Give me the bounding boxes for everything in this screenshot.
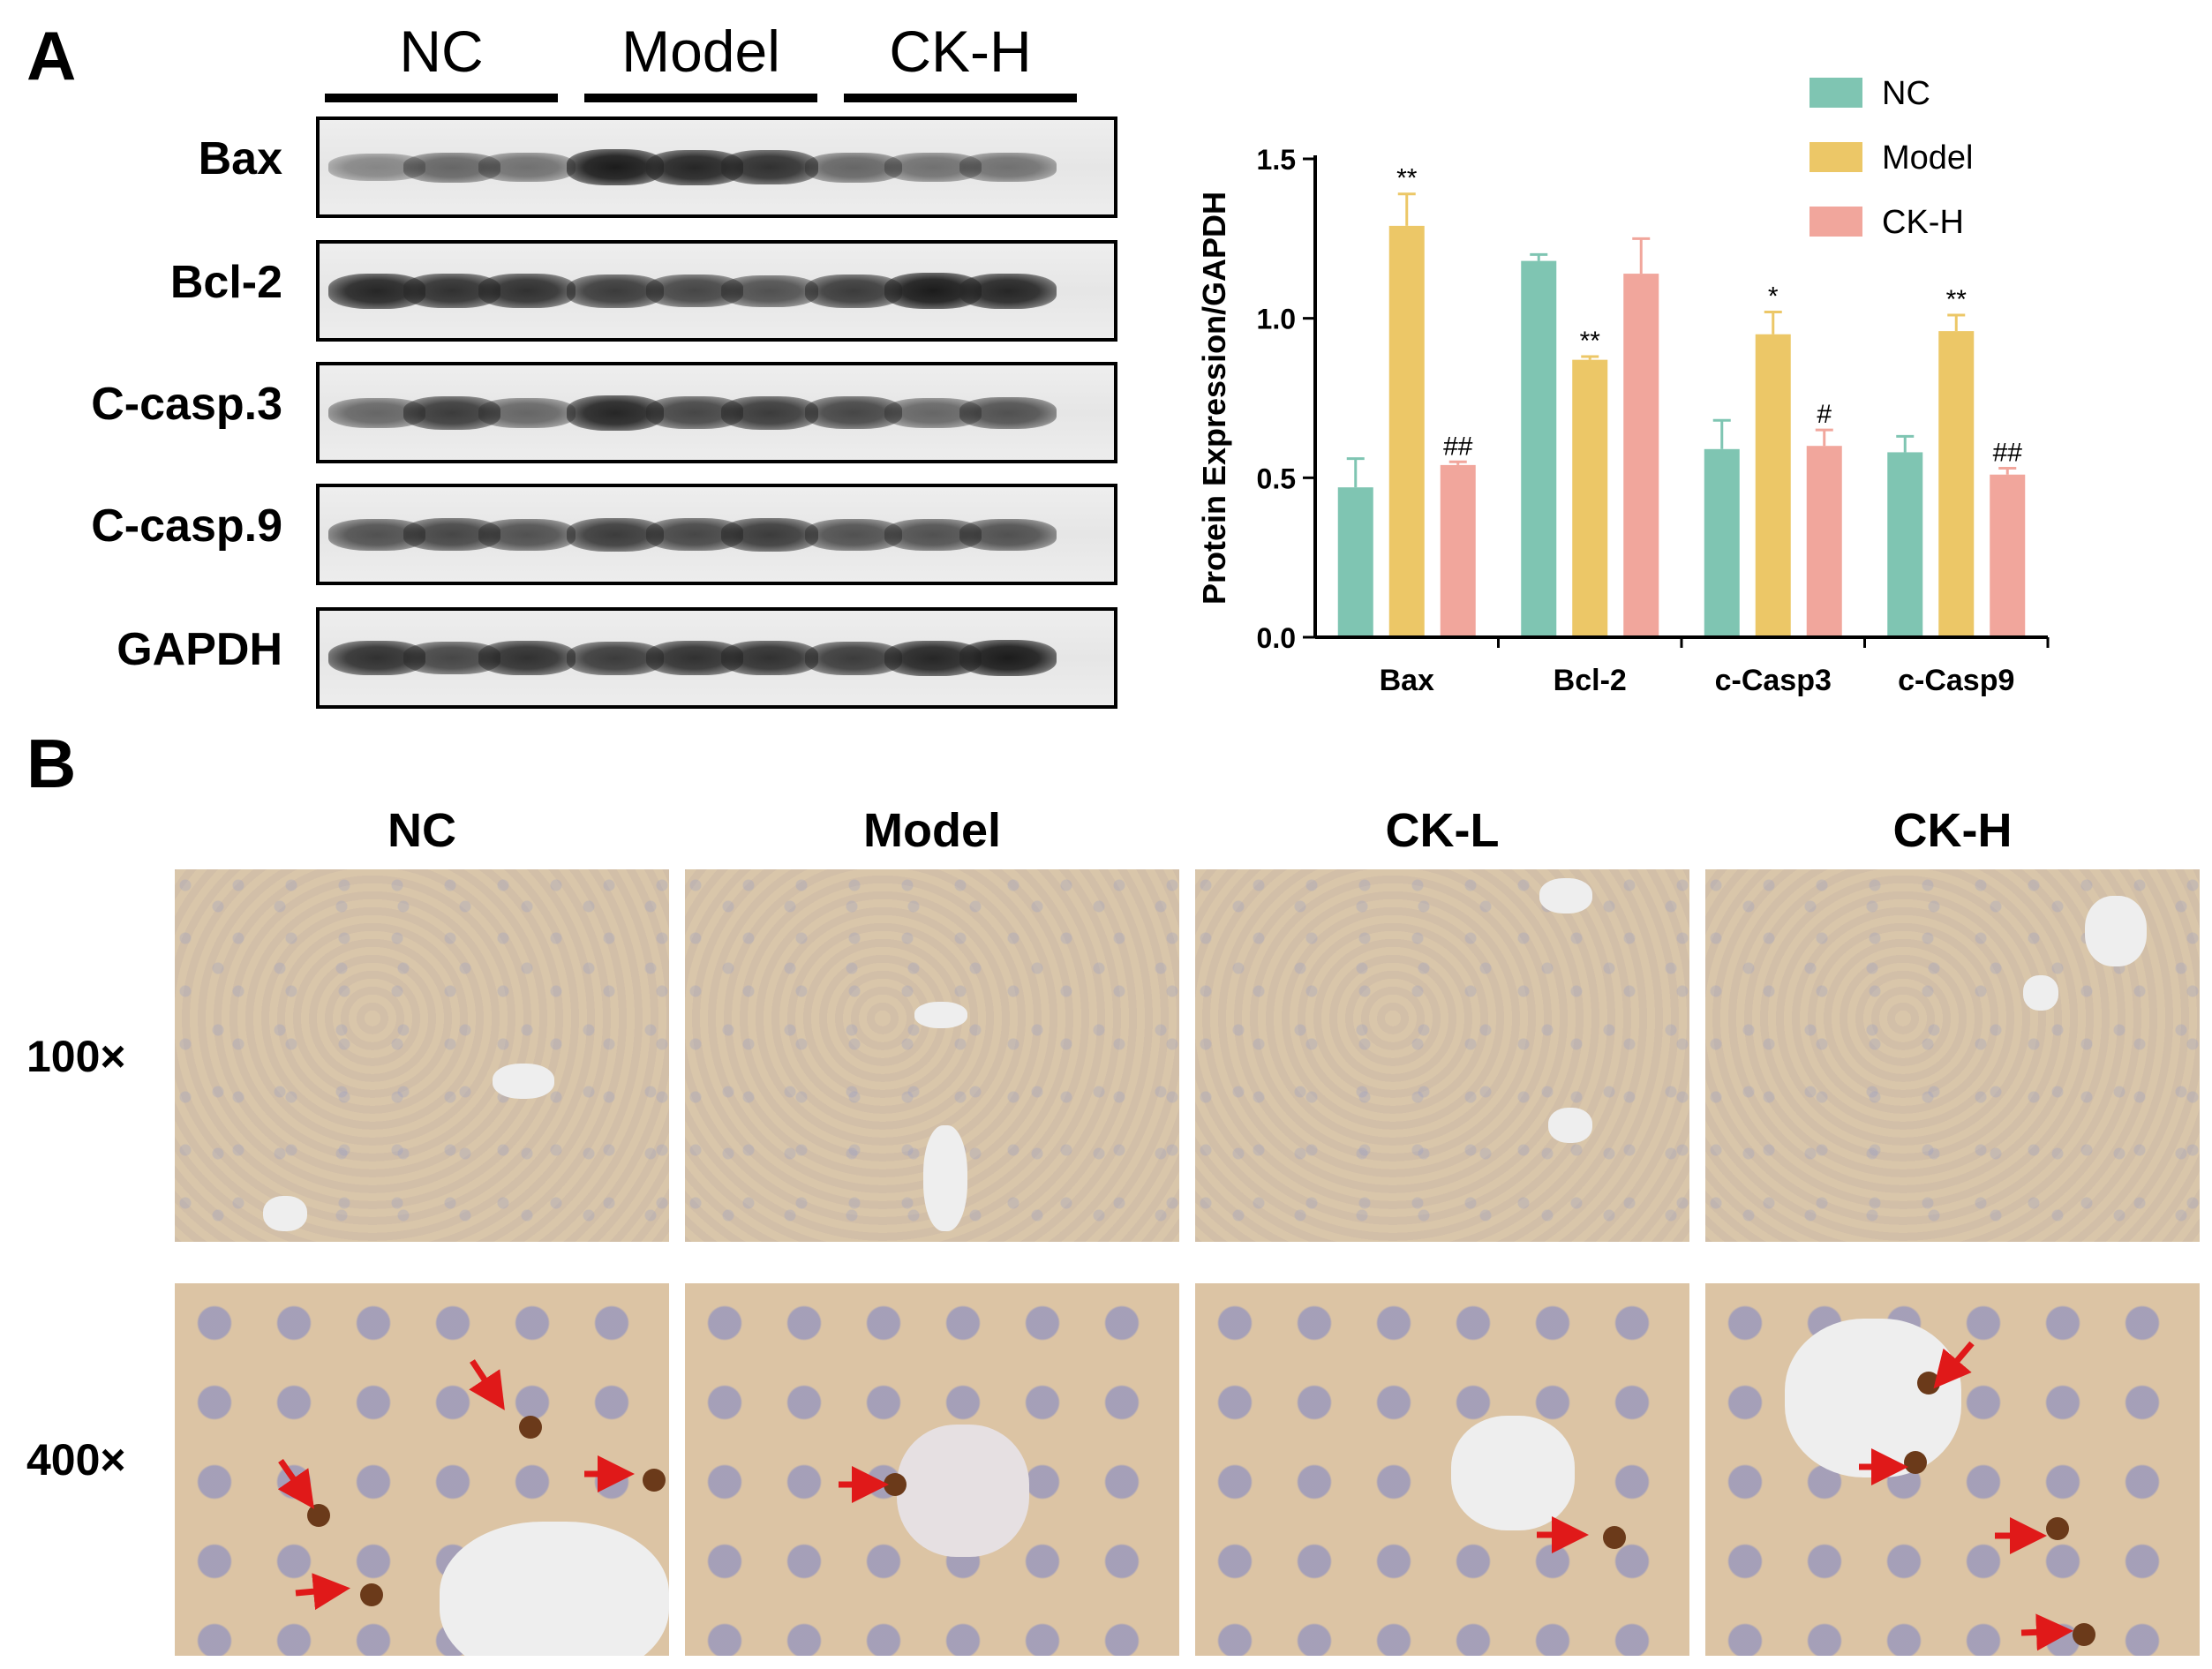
legend-swatch bbox=[1809, 142, 1862, 172]
micro-column-ckl: CK-L bbox=[1385, 804, 1500, 857]
micrograph-ckl-100x bbox=[1195, 869, 1689, 1242]
bar-model-c-casp3 bbox=[1755, 334, 1791, 637]
red-arrow-icon bbox=[295, 1573, 350, 1611]
y-tick-label: 0.0 bbox=[1257, 622, 1296, 654]
bar-model-bcl-2 bbox=[1572, 359, 1608, 637]
micro-column-nc: NC bbox=[387, 804, 456, 857]
blot-row-label-c-casp-3: C-casp.3 bbox=[91, 379, 282, 430]
blot-group-label-model: Model bbox=[621, 19, 780, 84]
x-tick-label: Bax bbox=[1380, 664, 1434, 697]
x-tick-label: Bcl-2 bbox=[1554, 664, 1627, 697]
blot-row-label-c-casp-9: C-casp.9 bbox=[91, 500, 282, 552]
micro-column-model: Model bbox=[863, 804, 1001, 857]
panel-a-letter: A bbox=[26, 17, 77, 94]
blot-row-label-bax: Bax bbox=[198, 133, 282, 184]
blot-image-gapdh bbox=[316, 607, 1117, 709]
bar-ck-h-c-casp9 bbox=[1990, 474, 2026, 637]
x-tick-label: c-Casp3 bbox=[1715, 664, 1832, 697]
bar-nc-bax bbox=[1337, 487, 1373, 637]
protein-expression-chart: **##***#**## Bax Bcl-2 c-Casp3 c-Casp90.00.… bbox=[1196, 75, 2050, 697]
y-axis-label: Protein Expression/GAPDH bbox=[1196, 192, 1232, 605]
magnification-100x: 100× bbox=[26, 1032, 126, 1081]
bar-model-c-casp9 bbox=[1938, 331, 1975, 637]
bar-nc-c-casp3 bbox=[1704, 448, 1740, 637]
legend-label: Model bbox=[1882, 139, 1974, 177]
magnification-400x: 400× bbox=[26, 1435, 126, 1485]
red-arrow-icon bbox=[277, 1459, 314, 1509]
micrograph-model-100x bbox=[685, 869, 1179, 1242]
micrograph-nc-100x bbox=[175, 869, 669, 1242]
legend-swatch bbox=[1809, 78, 1862, 108]
group-underline-nc bbox=[325, 94, 558, 102]
bar-ck-h-c-casp3 bbox=[1806, 446, 1842, 637]
blot-image-bax bbox=[316, 117, 1117, 218]
significance-label: ** bbox=[1946, 285, 1967, 314]
significance-label: # bbox=[1817, 400, 1832, 429]
blot-row-label-gapdh: GAPDH bbox=[117, 624, 282, 675]
legend-label: NC bbox=[1882, 75, 1930, 112]
x-tick-label: c-Casp9 bbox=[1898, 664, 2014, 697]
group-underline-ckh bbox=[844, 94, 1077, 102]
y-tick-label: 1.0 bbox=[1257, 304, 1296, 335]
bar-ck-h-bcl-2 bbox=[1623, 274, 1659, 637]
bar-model-bax bbox=[1388, 225, 1425, 637]
legend-label: CK-H bbox=[1882, 204, 1964, 241]
micrograph-ckh-100x bbox=[1705, 869, 2200, 1242]
red-arrow-icon bbox=[469, 1359, 505, 1410]
blot-group-label-nc: NC bbox=[399, 19, 484, 84]
micrograph-nc-400x bbox=[175, 1283, 669, 1656]
red-arrow-icon bbox=[1933, 1341, 1975, 1389]
micrograph-ckl-400x bbox=[1195, 1283, 1689, 1656]
significance-label: * bbox=[1768, 282, 1779, 311]
significance-label: ** bbox=[1396, 164, 1418, 193]
blot-row-label-bcl-2: Bcl-2 bbox=[169, 257, 282, 308]
blot-image-bcl-2 bbox=[316, 240, 1117, 342]
y-tick-label: 1.5 bbox=[1257, 144, 1296, 176]
legend-swatch bbox=[1809, 207, 1862, 237]
blot-group-label-ckh: CK-H bbox=[889, 19, 1032, 84]
panel-b-letter: B bbox=[26, 725, 77, 802]
significance-label: ** bbox=[1580, 327, 1601, 356]
micro-column-ckh: CK-H bbox=[1892, 804, 2013, 857]
blot-image-c-casp-9 bbox=[316, 484, 1117, 585]
micrograph-ckh-400x bbox=[1705, 1283, 2200, 1656]
bar-nc-c-casp9 bbox=[1887, 452, 1923, 637]
micrograph-model-400x bbox=[685, 1283, 1179, 1656]
significance-label: ## bbox=[1443, 432, 1473, 461]
significance-label: ## bbox=[1993, 438, 2023, 467]
bar-ck-h-bax bbox=[1440, 464, 1476, 637]
group-underline-model bbox=[584, 94, 817, 102]
blot-image-c-casp-3 bbox=[316, 362, 1117, 463]
bar-nc-bcl-2 bbox=[1521, 260, 1557, 637]
y-tick-label: 0.5 bbox=[1257, 462, 1296, 494]
red-arrow-icon bbox=[2020, 1613, 2073, 1651]
